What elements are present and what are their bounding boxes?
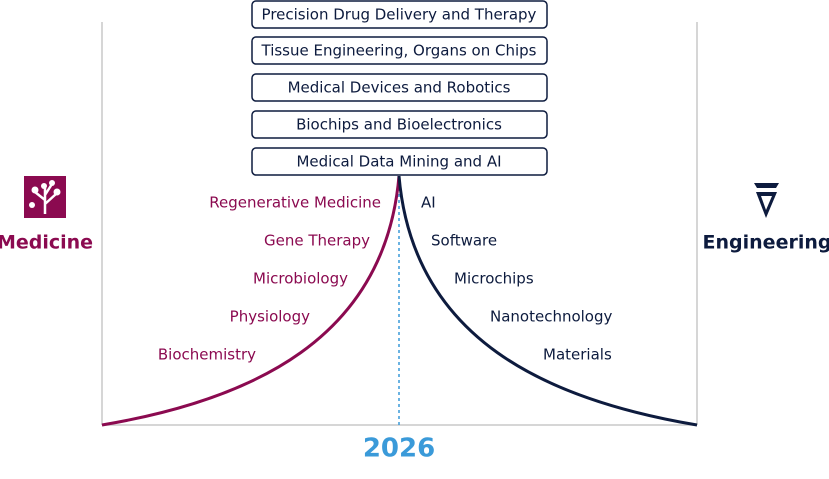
field-box-label: Tissue Engineering, Organs on Chips — [261, 42, 537, 60]
field-box-label: Biochips and Bioelectronics — [296, 116, 502, 134]
year-label: 2026 — [363, 434, 435, 464]
engineering-field: Software — [431, 232, 497, 250]
medicine-field: Microbiology — [253, 270, 348, 288]
medicine-field: Biochemistry — [158, 346, 256, 364]
medicine-field: Physiology — [230, 308, 310, 326]
medicine-label: Medicine — [0, 232, 93, 254]
engineering-field: Materials — [543, 346, 612, 364]
field-box-label: Medical Devices and Robotics — [288, 79, 511, 97]
medicine-icon — [24, 176, 66, 218]
field-box — [251, 110, 548, 139]
engineering-label: Engineering — [703, 232, 829, 254]
medicine-field: Regenerative Medicine — [209, 194, 381, 212]
engineering-field: Microchips — [454, 270, 534, 288]
engineering-field: Nanotechnology — [490, 308, 613, 326]
medicine-curve — [101, 175, 401, 427]
engineering-field: AI — [421, 194, 436, 212]
field-box-label: Precision Drug Delivery and Therapy — [262, 6, 537, 24]
field-box — [251, 147, 548, 176]
field-box — [251, 73, 548, 102]
engineering-curve — [397, 175, 698, 427]
field-box — [251, 0, 548, 29]
field-box-label: Medical Data Mining and AI — [296, 153, 501, 171]
engineering-icon — [754, 183, 779, 218]
field-box — [251, 36, 548, 65]
medicine-field: Gene Therapy — [264, 232, 370, 250]
